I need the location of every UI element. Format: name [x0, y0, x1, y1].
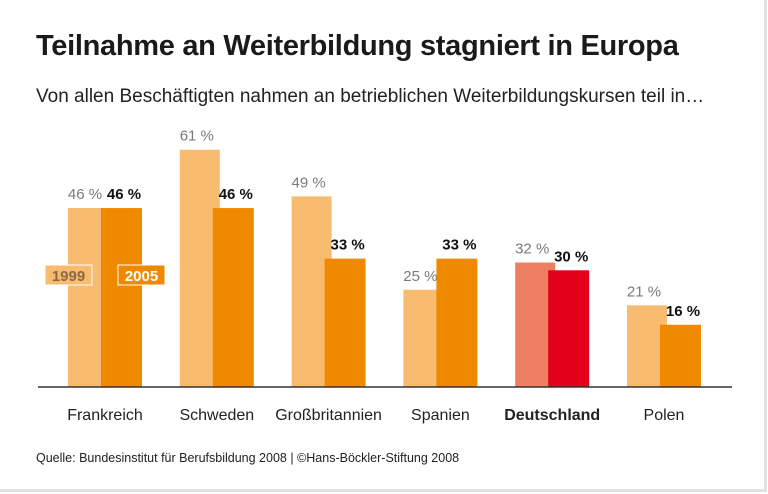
value-label-1999: 49 %	[291, 174, 325, 191]
value-label-1999: 25 %	[403, 268, 437, 285]
chart-title: Teilnahme an Weiterbildung stagniert in …	[36, 30, 679, 62]
legend-label-1999: 1999	[52, 268, 85, 285]
value-label-2005: 16 %	[666, 303, 700, 320]
category-label: Spanien	[411, 407, 470, 424]
source-note: Quelle: Bundesinstitut für Berufsbildung…	[36, 451, 460, 465]
category-label: Großbritannien	[275, 407, 382, 424]
value-label-1999: 32 %	[515, 241, 549, 258]
bar-2005	[101, 208, 142, 387]
value-label-2005: 33 %	[330, 237, 364, 254]
legend-swatch-1999	[44, 264, 93, 286]
category-label: Polen	[644, 407, 685, 424]
value-label-1999: 61 %	[180, 128, 214, 145]
legend-swatch-2005	[117, 264, 166, 286]
bar-2005	[436, 258, 478, 387]
category-label: Schweden	[179, 407, 254, 424]
legend-label-2005: 2005	[125, 268, 158, 285]
category-label: Frankreich	[67, 407, 143, 424]
bar-2005	[548, 270, 590, 387]
value-label-2005: 46 %	[107, 186, 141, 203]
category-label: Deutschland	[504, 407, 600, 424]
bar-2005	[212, 208, 254, 387]
value-label-1999: 46 %	[68, 186, 102, 203]
chart-subtitle: Von allen Beschäftigten nahmen an betrie…	[36, 86, 705, 107]
bar-2005	[660, 324, 701, 387]
value-label-1999: 21 %	[627, 283, 661, 300]
value-label-2005: 30 %	[554, 248, 588, 265]
value-label-2005: 46 %	[219, 186, 253, 203]
value-label-2005: 33 %	[442, 237, 476, 254]
bar-2005	[324, 258, 366, 387]
